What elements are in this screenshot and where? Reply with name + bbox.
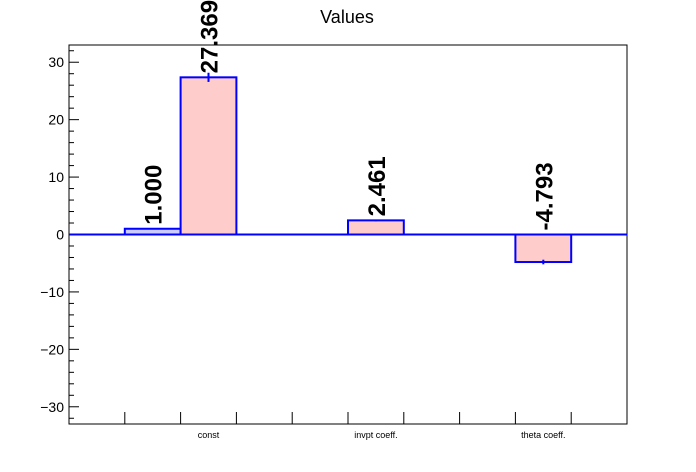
data-label: 2.461: [364, 156, 391, 216]
y-tick-label: 30: [48, 54, 64, 70]
data-label: 1.000: [141, 165, 168, 225]
x-category-label: theta coeff.: [521, 430, 565, 440]
chart-title: Values: [320, 7, 374, 27]
y-tick-label: −10: [40, 284, 64, 300]
y-tick-label: −20: [40, 341, 64, 357]
bar: [179, 76, 238, 236]
data-label: 27.369: [197, 0, 224, 73]
x-category-label: invpt coeff.: [354, 430, 397, 440]
y-tick-label: 20: [48, 112, 64, 128]
bar: [514, 233, 573, 264]
x-category-label: const: [198, 430, 220, 440]
y-tick-label: 10: [48, 169, 64, 185]
y-tick-label: 0: [56, 227, 64, 243]
y-tick-label: −30: [40, 399, 64, 415]
bar: [347, 219, 405, 236]
data-label: -4.793: [531, 162, 558, 230]
